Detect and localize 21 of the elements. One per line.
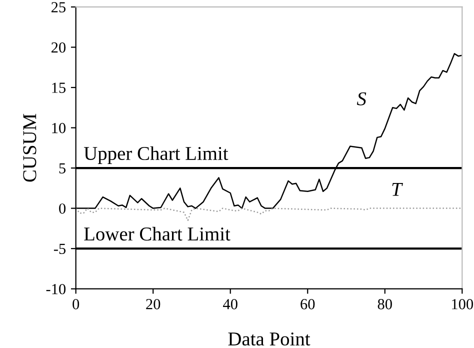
- ref-line-label: Lower Chart Limit: [84, 226, 230, 241]
- y-tick-label: -5: [54, 244, 66, 254]
- y-tick-label: 20: [52, 42, 66, 53]
- x-tick-label: 80: [378, 299, 392, 310]
- series-label: T: [392, 182, 403, 196]
- series-label: S: [356, 92, 366, 106]
- y-tick-label: -10: [46, 284, 66, 294]
- x-tick-label: 40: [223, 299, 238, 310]
- y-tick-label: 15: [52, 82, 66, 93]
- y-tick-label: 25: [52, 2, 66, 12]
- ref-line-label: Upper Chart Limit: [84, 146, 228, 164]
- y-tick-label: 0: [59, 203, 66, 214]
- y-tick-label: 10: [52, 122, 66, 134]
- x-tick-label: 60: [300, 299, 315, 310]
- x-tick-label: 100: [452, 299, 474, 310]
- y-tick-label: 5: [59, 163, 66, 174]
- y-axis-title: CUSUM: [23, 114, 36, 182]
- x-tick-label: 20: [146, 299, 160, 310]
- line-series: [76, 208, 462, 222]
- x-tick-label: 0: [72, 299, 80, 310]
- x-axis-title: Data Point: [228, 332, 310, 346]
